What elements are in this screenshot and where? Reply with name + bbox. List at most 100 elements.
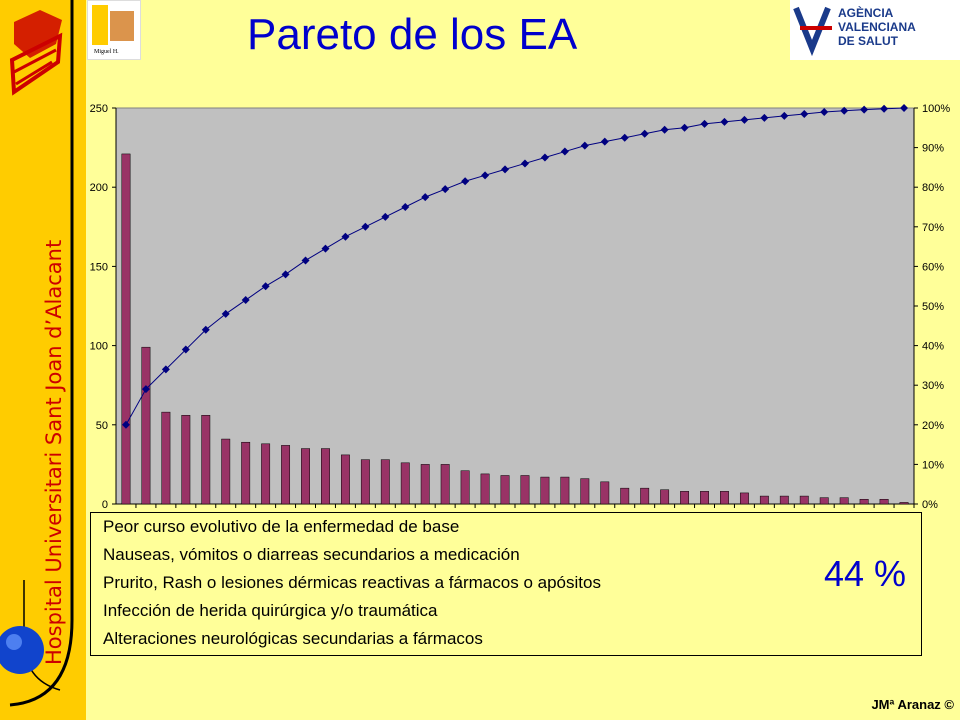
bar — [660, 489, 670, 505]
agency-line-2: VALENCIANA — [838, 20, 916, 34]
cumulative-point — [520, 159, 529, 168]
bar — [400, 462, 410, 505]
bar — [281, 445, 291, 505]
y-tick-label: 100 — [90, 341, 108, 353]
cumulative-point — [281, 270, 290, 279]
cumulative-point — [820, 107, 829, 116]
cumulative-point — [840, 106, 849, 115]
y2-tick-label: 50% — [922, 301, 944, 313]
cumulative-point — [600, 137, 609, 146]
bar — [500, 475, 510, 505]
bar — [221, 438, 231, 505]
legend-item-2: Nauseas, vómitos o diarreas secundarios … — [103, 545, 520, 564]
legend-box: Peor curso evolutivo de la enfermedad de… — [90, 512, 922, 656]
y-tick-label: 50 — [96, 420, 108, 432]
bar — [819, 497, 829, 505]
cumulative-point — [121, 420, 130, 429]
cumulative-point — [321, 244, 330, 253]
pareto-chart: 0 50 100 150 200 250 0% 10% 20% 30% 40% 50% 60% 70% 80… — [90, 103, 951, 511]
y2-tick-label: 70% — [922, 222, 944, 234]
bar — [859, 498, 869, 505]
bar — [201, 415, 211, 505]
legend-item-5: Alteraciones neurológicas secundarias a … — [103, 629, 483, 648]
bar — [620, 487, 630, 505]
cumulative-point — [501, 165, 510, 174]
y2-tick-label: 30% — [922, 380, 944, 392]
bar — [360, 459, 370, 505]
bar — [161, 411, 171, 505]
cumulative-line — [125, 107, 905, 426]
bar — [879, 498, 889, 505]
legend-item-3: Prurito, Rash o lesiones dérmicas reacti… — [103, 573, 601, 592]
cumulative-point — [560, 147, 569, 156]
y-tick-label: 200 — [90, 182, 108, 194]
coat-of-arms-icon — [9, 10, 63, 96]
y2-tick-label: 40% — [922, 341, 944, 353]
cumulative-point — [461, 177, 470, 186]
bar — [899, 502, 909, 505]
credit: JMª Aranaz © — [871, 697, 954, 712]
bar — [241, 441, 251, 505]
cumulative-point — [481, 171, 490, 180]
cumulative-point — [880, 104, 889, 113]
cumulative-point — [760, 113, 769, 122]
bar — [560, 476, 570, 505]
decorative-shapes — [0, 0, 74, 707]
y2-tick-label: 100% — [922, 103, 950, 115]
cumulative-point — [341, 232, 350, 241]
blue-sphere-icon — [0, 626, 44, 674]
bar — [181, 415, 191, 505]
cumulative-point — [540, 153, 549, 162]
cumulative-point — [640, 129, 649, 138]
cumulative-point — [700, 119, 709, 128]
cumulative-point — [141, 385, 150, 394]
cumulative-point — [660, 125, 669, 134]
bar — [380, 459, 390, 505]
bar — [460, 470, 470, 505]
cumulative-point — [401, 203, 410, 211]
cumulative-point — [301, 256, 310, 265]
cumulative-point — [221, 309, 230, 318]
bar — [540, 476, 550, 505]
cumulative-point — [780, 111, 789, 120]
y2-tick-label: 60% — [922, 261, 944, 273]
bar — [600, 481, 610, 505]
cumulative-point — [800, 109, 809, 118]
bar — [121, 153, 131, 505]
cumulative-point — [860, 105, 869, 114]
bar — [340, 454, 350, 505]
cumulative-point — [680, 123, 689, 132]
cumulative-point — [201, 325, 210, 334]
y2-tick-label: 90% — [922, 143, 944, 155]
cumulative-point — [441, 185, 450, 194]
bar — [720, 491, 729, 505]
cumulative-point — [381, 212, 390, 221]
cumulative-point — [740, 115, 749, 124]
y-tick-label: 0 — [102, 499, 108, 511]
y2-tick-label: 20% — [922, 420, 944, 432]
bar — [440, 464, 450, 505]
bar — [700, 491, 709, 505]
bar — [680, 491, 690, 505]
agency-logo: AGÈNCIA VALENCIANA DE SALUT — [790, 0, 960, 60]
agency-logo-icon — [793, 6, 832, 57]
cumulative-point — [181, 345, 190, 354]
percentage-label: 44 % — [824, 553, 907, 594]
bar — [779, 495, 789, 505]
cumulative-point — [421, 193, 430, 202]
bar — [141, 346, 151, 505]
bar — [321, 448, 330, 505]
agency-line-3: DE SALUT — [838, 34, 898, 48]
bar — [420, 464, 430, 505]
slide-title: Pareto de los EA — [247, 10, 578, 59]
cumulative-point — [161, 365, 170, 374]
plot-area — [115, 107, 915, 505]
hospital-name: Hospital Universitari Sant Joan d’Alacan… — [42, 239, 66, 665]
legend-item-1: Peor curso evolutivo de la enfermedad de… — [103, 517, 460, 536]
y2-tick-label: 10% — [922, 459, 944, 471]
bar — [799, 495, 809, 505]
y2-tick-label: 80% — [922, 182, 944, 194]
y2-tick-label: 0% — [922, 499, 938, 511]
svg-text:Miguel H.: Miguel H. — [94, 49, 119, 55]
cumulative-point — [261, 282, 270, 291]
